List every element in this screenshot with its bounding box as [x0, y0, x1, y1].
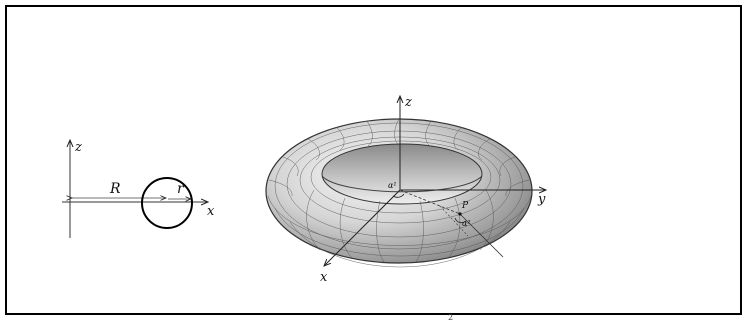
normal-line	[439, 205, 469, 237]
angle1-arc	[392, 193, 405, 198]
torus-z-label: z	[404, 95, 412, 110]
torus-hole	[321, 143, 483, 205]
radial-line-dashed	[399, 189, 461, 215]
minor-radius-label: r	[177, 181, 185, 197]
angle2-arc	[454, 217, 467, 224]
torus-y-label: y	[537, 192, 546, 207]
angle2-label: α²	[462, 219, 471, 228]
major-radius-label: R	[109, 181, 121, 197]
torus-x-label: x	[320, 270, 328, 285]
footer-mark: 2	[448, 313, 453, 322]
torus-meridian-lines	[268, 118, 530, 263]
torus-diagram: z y x α¹ P α²	[265, 95, 546, 285]
point-p-label: P	[461, 201, 469, 211]
torus-inner-lip	[321, 175, 483, 193]
cross-section-diagram: z x R r	[62, 140, 215, 238]
cross-section-x-label: x	[207, 204, 215, 219]
point-p-marker	[458, 212, 462, 216]
cross-section-z-label: z	[74, 140, 82, 155]
radial-line-extension	[459, 213, 504, 258]
torus-x-axis	[324, 189, 401, 266]
angle1-label: α¹	[388, 181, 397, 190]
tube-cross-section-circle	[141, 177, 193, 229]
